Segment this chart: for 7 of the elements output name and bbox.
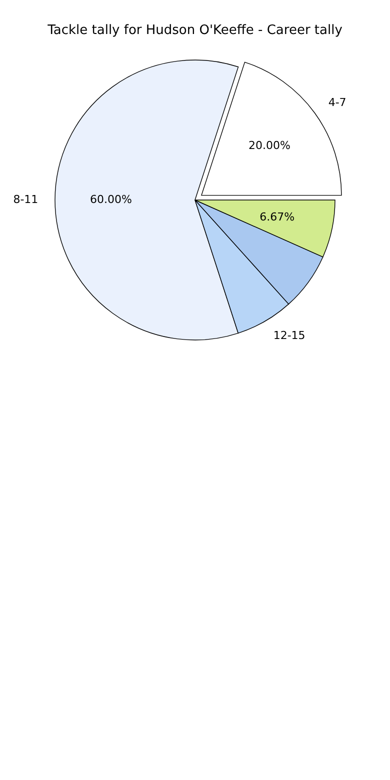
slice-label: 4-7 xyxy=(328,96,346,110)
data-label: 60.00% xyxy=(90,192,132,206)
slice-label: 8-11 xyxy=(13,192,38,206)
slice-label: 12-15 xyxy=(273,328,306,342)
data-label: 20.00% xyxy=(248,138,290,152)
data-label: 6.67% xyxy=(260,210,295,224)
chart-title: Tackle tally for Hudson O'Keeffe - Career tally xyxy=(46,23,343,38)
